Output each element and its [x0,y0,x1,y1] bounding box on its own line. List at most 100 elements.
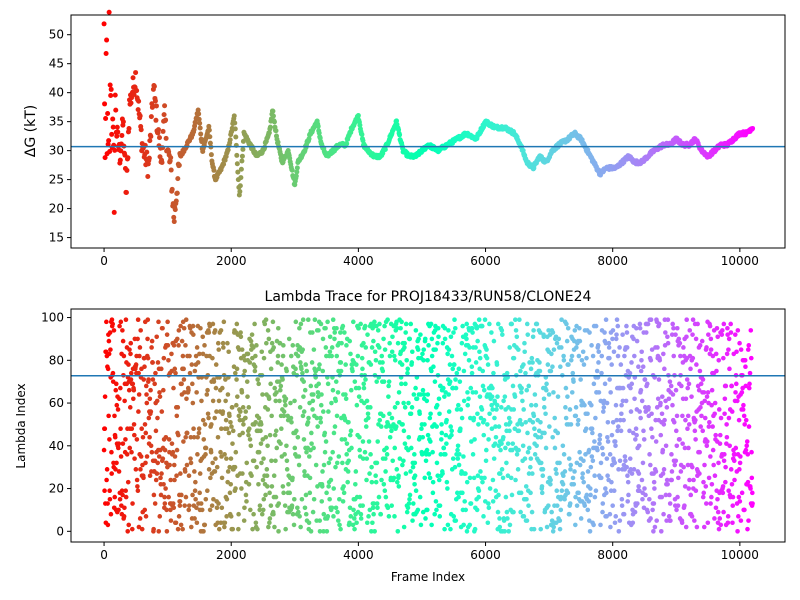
lambda-point [186,507,192,513]
lambda-point [187,353,192,359]
lambda-point [108,511,114,517]
lambda-point [745,479,751,485]
lambda-point [536,428,542,434]
lambda-point [568,358,574,363]
lambda-point [693,437,698,442]
delta-g-point [357,122,363,128]
lambda-point [592,439,597,444]
lambda-point [373,479,379,485]
y-tick-label: 80 [49,353,64,367]
lambda-point [253,353,258,359]
lambda-point [171,343,177,348]
lambda-point [646,405,651,410]
lambda-point [665,481,670,487]
lambda-point [640,460,646,466]
lambda-point [660,447,666,453]
lambda-point [143,383,149,389]
lambda-point [567,407,573,412]
lambda-point [295,434,301,440]
lambda-point [104,477,109,483]
lambda-point [619,411,624,417]
lambda-point [665,340,671,346]
lambda-point [587,529,593,534]
lambda-point [252,368,258,374]
lambda-point [250,526,255,532]
lambda-point [433,499,439,504]
lambda-point [628,409,634,414]
lambda-point [742,507,747,513]
lambda-point [445,522,451,528]
lambda-point [371,511,376,517]
lambda-point [525,449,531,455]
lambda-point [597,441,602,446]
lambda-point [699,338,705,344]
lambda-point [468,439,474,444]
lambda-point [378,424,384,429]
lambda-point [111,328,117,333]
lambda-point [694,524,700,530]
lambda-point [471,475,477,481]
lambda-point [379,477,384,483]
lambda-point [390,334,395,340]
lambda-point [445,351,450,357]
delta-g-point [171,214,177,220]
delta-g-point [397,132,403,138]
lambda-point [548,481,553,487]
delta-g-point [112,147,118,153]
lambda-point [244,379,250,384]
delta-g-point [207,140,213,146]
lambda-point [160,456,166,461]
lambda-point [334,413,340,419]
lambda-point [590,430,595,436]
lambda-point [700,377,706,382]
lambda-point [232,370,238,376]
lambda-point [318,402,324,408]
lambda-point [386,514,392,519]
lambda-point [364,398,370,404]
delta-g-point [120,119,126,125]
lambda-point [743,417,749,423]
lambda-point [704,443,710,449]
lambda-point [452,464,458,470]
lambda-point [733,381,739,387]
lambda-point [338,330,343,335]
lambda-point [561,452,567,457]
lambda-point [750,501,755,506]
delta-g-point [225,147,231,153]
lambda-point [423,516,428,521]
lambda-point [567,511,572,517]
lambda-point [639,358,644,363]
lambda-point [683,396,689,402]
lambda-point [172,366,178,372]
lambda-point [391,353,397,359]
lambda-point [387,340,392,346]
lambda-point [553,467,559,472]
lambda-point [269,484,275,489]
y-tick-label: 40 [49,439,64,453]
lambda-point [361,340,366,346]
lambda-point [278,383,284,389]
lambda-point [400,422,405,427]
lambda-point [723,383,729,389]
lambda-point [683,417,688,423]
delta-g-point [306,136,312,142]
lambda-point [557,526,563,532]
lambda-point [200,334,206,340]
delta-g-point [196,116,202,122]
delta-g-point [234,161,240,167]
delta-g-point [153,117,159,123]
lambda-point [567,501,573,506]
lambda-point [577,338,583,344]
delta-g-point [315,123,321,129]
lambda-point [208,475,213,481]
delta-g-point [234,152,240,158]
lambda-point [629,360,634,365]
lambda-point [275,360,281,365]
lambda-point [264,473,270,479]
lambda-point [167,462,172,468]
lambda-point [338,368,344,374]
lambda-point [501,398,506,404]
lambda-point [732,477,737,483]
lambda-point [636,471,642,476]
lambda-point [591,522,596,528]
